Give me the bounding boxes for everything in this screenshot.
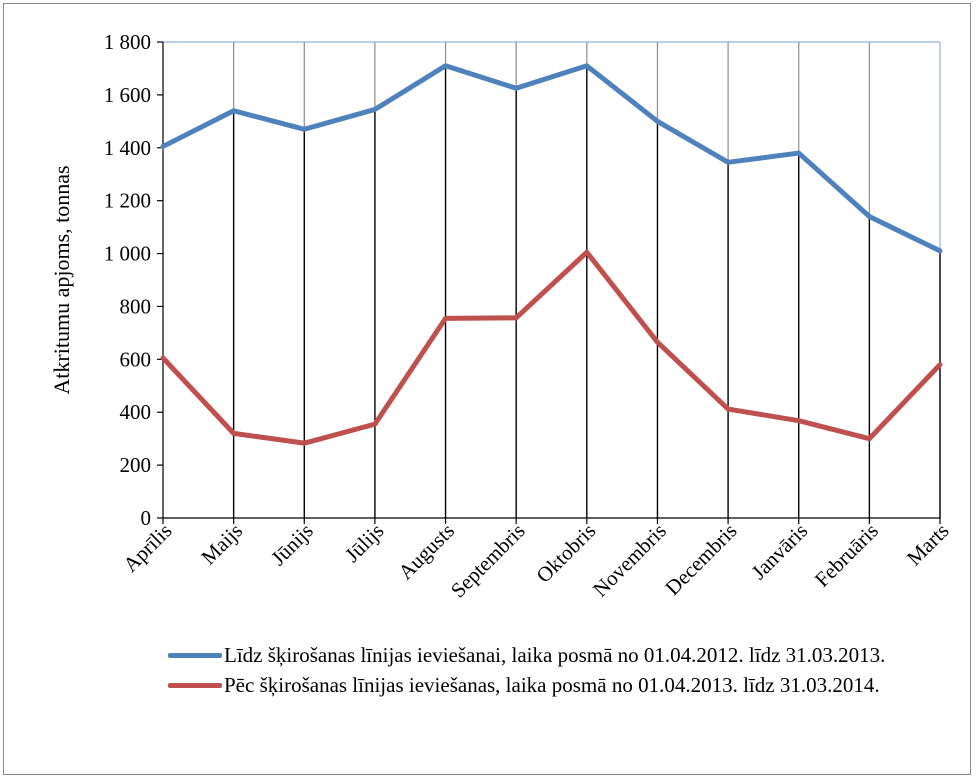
y-tick-label: 1 600 <box>104 83 151 107</box>
y-axis-title: Atkritumu apjoms, tonnas <box>49 165 74 394</box>
x-tick-label: Marts <box>902 519 954 571</box>
x-tick-label: Jūlijs <box>340 519 388 567</box>
legend-item-series-1: Līdz šķirošanas līnijas ieviešanai, laik… <box>168 643 958 667</box>
x-tick-label: Jūnijs <box>266 519 318 571</box>
x-tick-label: Februāris <box>810 519 883 592</box>
x-tick-label: Decembris <box>660 519 741 600</box>
line-chart: 0 200 400 600 800 1 000 1 200 1 400 1 600 1 800 A… <box>49 30 954 603</box>
series-lines <box>160 63 943 446</box>
y-tick-label: 200 <box>120 453 152 477</box>
legend: Līdz šķirošanas līnijas ieviešanai, laik… <box>168 643 958 703</box>
x-tick-label: Oktobris <box>531 519 600 588</box>
chart-frame <box>3 3 971 775</box>
y-tick-label: 1 800 <box>104 30 151 54</box>
x-tick-label: Novembris <box>588 519 671 602</box>
legend-swatch-red <box>168 683 222 688</box>
y-tick-label: 400 <box>120 400 152 424</box>
y-tick-label: 1 000 <box>104 242 151 266</box>
y-tick-label: 800 <box>120 294 152 318</box>
legend-swatch-blue <box>168 653 222 658</box>
x-axis-ticks: Aprīlis Maijs Jūnijs Jūlijs AugustsSeptembri… <box>118 518 954 603</box>
x-tick-label: Janvāris <box>747 519 813 585</box>
x-tick-label: Maijs <box>196 519 247 570</box>
plot-area <box>162 41 941 519</box>
y-axis-ticks: 0 200 400 600 800 1 000 1 200 1 400 1 600 1 800 <box>104 30 163 530</box>
series-line-1 <box>160 63 943 254</box>
legend-label-series-2: Pēc šķirošanas līnijas ieviešanas, laika… <box>224 673 880 697</box>
y-tick-label: 600 <box>120 347 152 371</box>
legend-item-series-2: Pēc šķirošanas līnijas ieviešanas, laika… <box>168 673 958 697</box>
y-tick-label: 1 200 <box>104 189 151 213</box>
y-tick-label: 0 <box>141 506 152 530</box>
y-tick-label: 1 400 <box>104 136 151 160</box>
vertical-gridlines <box>232 42 941 518</box>
x-tick-label: Septembris <box>446 519 530 603</box>
series-line-2 <box>160 249 943 446</box>
legend-label-series-1: Līdz šķirošanas līnijas ieviešanai, laik… <box>224 643 886 667</box>
x-tick-label: Augusts <box>393 519 459 585</box>
